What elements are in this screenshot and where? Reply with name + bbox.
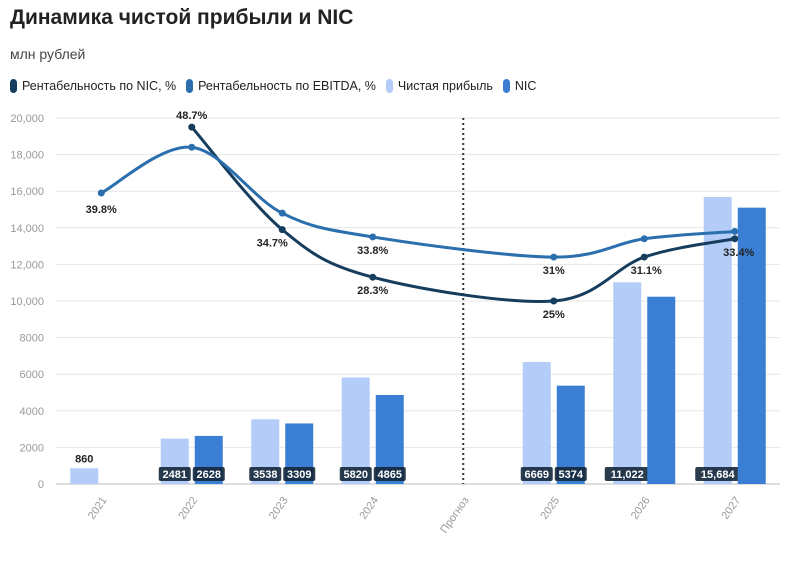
y-tick-label: 12,000	[10, 259, 44, 271]
legend-item-nic[interactable]: NIC	[502, 79, 537, 93]
line-point	[369, 273, 377, 281]
bar-net-profit	[522, 361, 551, 484]
legend-swatch	[502, 79, 510, 93]
line-point	[278, 226, 286, 234]
data-label: 28.3%	[357, 285, 388, 297]
legend-item-net-profit[interactable]: Чистая прибыль	[385, 79, 493, 93]
legend-swatch	[385, 79, 393, 93]
y-tick-label: 4000	[20, 406, 44, 418]
data-label: 860	[75, 453, 93, 465]
data-label-bg	[604, 467, 650, 481]
legend-swatch	[186, 79, 194, 93]
y-tick-label: 6000	[20, 369, 44, 381]
line-point	[550, 297, 558, 305]
data-label: 31.1%	[631, 265, 662, 277]
line-point	[731, 235, 739, 243]
legend-item-nic-margin[interactable]: Рентабельность по NIC, %	[10, 79, 176, 93]
line-point	[97, 189, 105, 197]
x-tick-label: 2027	[719, 495, 743, 522]
data-label-bg	[339, 467, 372, 481]
legend-label: Рентабельность по EBITDA, %	[198, 79, 376, 93]
data-label: 48.7%	[176, 110, 207, 122]
x-tick-label: 2021	[86, 495, 110, 522]
y-tick-label: 10,000	[10, 296, 44, 308]
legend-label: Чистая прибыль	[397, 79, 493, 93]
data-label: 3538	[253, 469, 277, 481]
data-label-bg	[249, 467, 282, 481]
y-tick-label: 8000	[20, 333, 44, 345]
data-label: 33.8%	[357, 245, 388, 257]
data-label: 34.7%	[257, 238, 288, 250]
data-label-bg	[554, 467, 587, 481]
x-tick-label: Прогноз	[438, 495, 472, 536]
data-label: 11,022	[611, 469, 644, 481]
bar-net-profit	[703, 196, 732, 485]
line-point	[188, 143, 196, 151]
x-tick-label: 2023	[267, 495, 291, 522]
data-label: 39.8%	[86, 204, 117, 216]
data-label-bg	[158, 467, 191, 481]
y-tick-label: 0	[38, 479, 44, 491]
x-tick-label: 2024	[357, 495, 381, 522]
x-tick-label: 2026	[629, 495, 653, 522]
data-label-bg	[192, 467, 225, 481]
line-point	[550, 253, 558, 261]
data-label: 2481	[163, 469, 187, 481]
data-label: 2628	[197, 469, 221, 481]
data-label-bg	[520, 467, 553, 481]
data-label: 5374	[559, 469, 584, 481]
line-point	[369, 233, 377, 241]
data-label: 15,684	[701, 469, 736, 481]
legend-label: NIC	[514, 79, 537, 93]
bar-net-profit	[70, 468, 99, 484]
chart-title: Динамика чистой прибыли и NIC	[10, 6, 354, 29]
bar-nic	[647, 296, 676, 484]
y-tick-label: 14,000	[10, 223, 44, 235]
data-label: 5820	[344, 469, 368, 481]
chart-subtitle: млн рублей	[10, 46, 86, 62]
data-label: 31%	[543, 265, 565, 277]
line-point	[731, 227, 739, 235]
legend-swatch	[10, 79, 17, 93]
data-label: 33.4%	[723, 247, 754, 259]
data-label-bg	[283, 467, 316, 481]
y-tick-label: 18,000	[10, 150, 44, 162]
data-label: 6669	[525, 469, 549, 481]
legend-item-ebitda-margin[interactable]: Рентабельность по EBITDA, %	[186, 79, 376, 93]
x-tick-label: 2022	[176, 495, 200, 522]
bar-nic	[737, 207, 766, 485]
line-point	[640, 235, 648, 243]
data-label: 4865	[378, 469, 402, 481]
bar-net-profit	[341, 377, 370, 484]
line-ebitda-margin	[99, 145, 737, 259]
bar-net-profit	[613, 282, 642, 484]
line-point	[188, 123, 196, 131]
data-label: 25%	[543, 309, 565, 321]
data-label-bg	[373, 467, 406, 481]
legend: Рентабельность по NIC, % Рентабельность …	[10, 79, 546, 93]
legend-label: Рентабельность по NIC, %	[22, 79, 177, 93]
y-tick-label: 2000	[20, 442, 44, 454]
y-tick-label: 20,000	[10, 113, 44, 125]
line-point	[278, 209, 286, 217]
data-label-bg	[695, 467, 741, 481]
y-tick-label: 16,000	[10, 186, 44, 198]
x-tick-label: 2025	[538, 495, 562, 522]
data-label: 3309	[287, 469, 311, 481]
line-point	[640, 253, 648, 261]
